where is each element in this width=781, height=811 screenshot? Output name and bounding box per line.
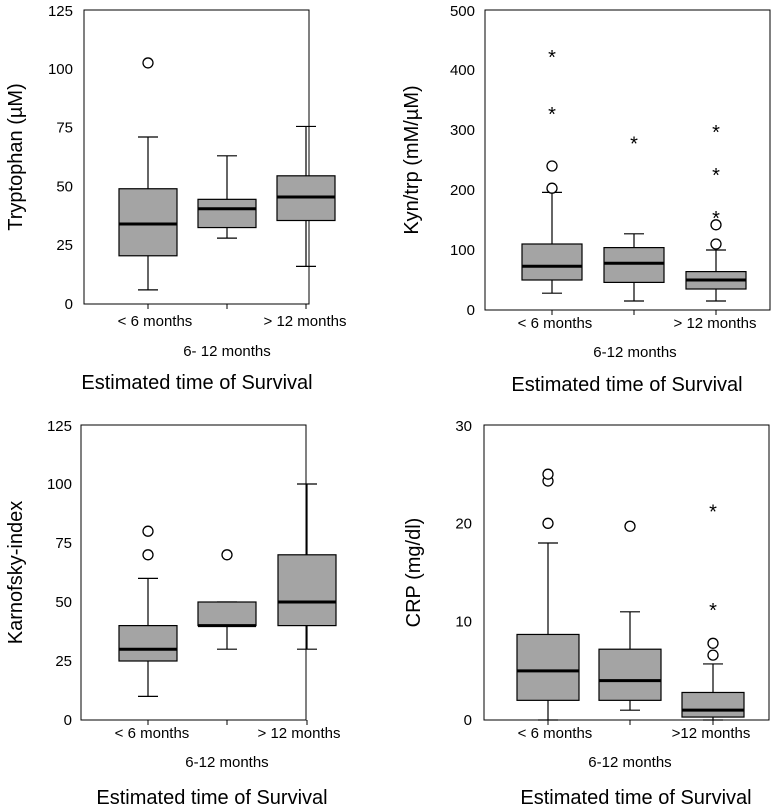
x-category-label-middle: 6-12 months	[588, 754, 671, 771]
x-category-label-middle: 6-12 months	[593, 344, 676, 361]
extreme-point: *	[709, 502, 717, 524]
y-tick-label: 25	[55, 653, 72, 670]
y-axis-label: Tryptophan (µM)	[5, 83, 27, 231]
y-tick-label: 300	[450, 122, 475, 139]
box	[118, 188, 178, 257]
y-tick-label: 75	[55, 535, 72, 552]
x-axis-title: Estimated time of Survival	[81, 372, 312, 394]
x-category-label-middle: 6-12 months	[185, 754, 268, 771]
outlier-point	[546, 160, 558, 172]
x-axis-title: Estimated time of Survival	[96, 787, 327, 809]
y-tick-label: 0	[464, 712, 472, 729]
x-axis-title: Estimated time of Survival	[511, 374, 742, 396]
outlier-point	[707, 637, 719, 649]
extreme-point: *	[712, 208, 720, 230]
y-tick-label: 125	[47, 418, 72, 435]
box	[197, 198, 257, 229]
y-tick-label: 50	[56, 178, 73, 195]
chart-crp: 0 10 20 30 CRP (mg/dl) * * < 6 months >12 months…	[403, 418, 770, 809]
outlier-point	[707, 649, 719, 661]
y-tick-label: 0	[64, 712, 72, 729]
y-tick-label: 100	[450, 242, 475, 259]
y-tick-label: 0	[65, 296, 73, 313]
y-tick-label: 500	[450, 3, 475, 20]
x-category-label: < 6 months	[518, 725, 593, 742]
box	[521, 243, 583, 281]
extreme-point: *	[712, 165, 720, 187]
outlier-point	[710, 238, 722, 250]
outlier-point	[142, 57, 154, 69]
extreme-point: *	[548, 47, 556, 69]
y-axis-label: Karnofsky-index	[5, 501, 27, 644]
y-tick-label: 200	[450, 182, 475, 199]
outlier-point	[142, 549, 154, 561]
y-tick-label: 100	[47, 476, 72, 493]
chart-kyn-trp: 0 100 200 300 400 500 Kyn/trp (mM/µM) * * * * * * < 6…	[401, 3, 771, 396]
extreme-point: *	[709, 600, 717, 622]
box	[681, 691, 745, 718]
y-tick-label: 30	[455, 418, 472, 435]
y-tick-label: 25	[56, 237, 73, 254]
box	[603, 247, 665, 284]
x-category-label: > 12 months	[258, 725, 341, 742]
extreme-point: *	[548, 104, 556, 126]
y-tick-label: 10	[455, 614, 472, 631]
y-tick-label: 0	[467, 302, 475, 319]
box	[598, 648, 662, 701]
outlier-point	[221, 549, 233, 561]
outlier-point	[142, 525, 154, 537]
outlier-point	[624, 520, 636, 532]
x-axis-title: Estimated time of Survival	[520, 787, 751, 809]
y-tick-label: 400	[450, 62, 475, 79]
y-axis-label: Kyn/trp (mM/µM)	[401, 85, 423, 234]
y-tick-label: 75	[56, 120, 73, 137]
x-category-label: < 6 months	[518, 315, 593, 332]
box	[277, 554, 337, 627]
plot-frame	[83, 9, 310, 305]
box	[197, 601, 257, 627]
outlier-point	[542, 468, 554, 480]
x-category-label: < 6 months	[115, 725, 190, 742]
y-tick-label: 50	[55, 594, 72, 611]
plot-frame	[483, 424, 770, 721]
x-category-label: < 6 months	[118, 313, 193, 330]
extreme-point: *	[630, 133, 638, 155]
box	[516, 633, 580, 701]
plot-frame	[484, 9, 771, 311]
outlier-point	[546, 182, 558, 194]
y-tick-label: 100	[48, 61, 73, 78]
outlier-point	[710, 219, 722, 231]
box	[118, 624, 178, 662]
extreme-point: *	[712, 122, 720, 144]
y-tick-label: 125	[48, 3, 73, 20]
x-category-label-middle: 6- 12 months	[183, 343, 271, 360]
outlier-point	[542, 517, 554, 529]
x-category-label: >12 months	[672, 725, 751, 742]
y-tick-label: 20	[455, 515, 472, 532]
chart-karnofsky: 0 25 50 75 100 125 Karnofsky-index < 6 months > …	[5, 418, 340, 809]
x-category-label: > 12 months	[674, 315, 757, 332]
chart-tryptophan: 0 25 50 75 100 125 Tryptophan (µM) < 6 months > …	[5, 3, 346, 394]
plot-frame	[80, 424, 307, 721]
x-category-label: > 12 months	[264, 313, 347, 330]
y-axis-label: CRP (mg/dl)	[403, 518, 425, 628]
